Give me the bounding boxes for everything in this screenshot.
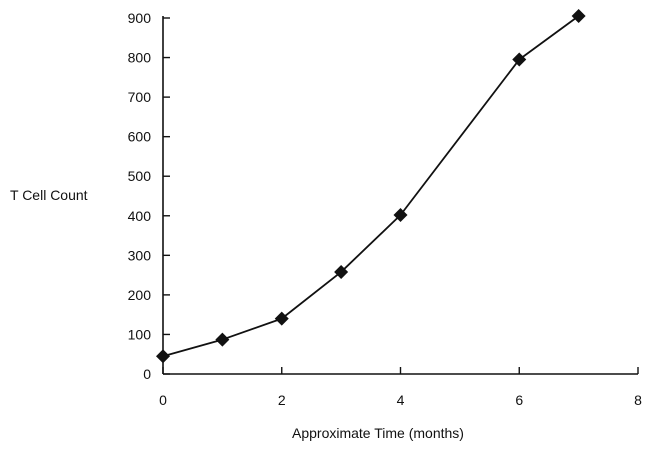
- plot-area: [156, 9, 586, 364]
- x-axis-title: Approximate Time (months): [292, 425, 464, 441]
- y-tick-label: 800: [128, 50, 152, 66]
- x-tick-label: 4: [397, 392, 405, 408]
- data-point-diamond: [215, 332, 230, 347]
- y-tick-label: 900: [128, 10, 152, 26]
- y-axis-ticks: 0 100 200 300 400 500 600 700 800 900: [128, 10, 170, 382]
- x-tick-label: 8: [634, 392, 642, 408]
- y-tick-label: 200: [128, 287, 152, 303]
- y-axis-title: T Cell Count: [10, 187, 88, 203]
- data-point-diamond: [334, 264, 349, 279]
- x-tick-label: 6: [515, 392, 523, 408]
- x-axis-ticks: 0 2 4 6 8: [159, 367, 642, 408]
- y-tick-label: 700: [128, 89, 152, 105]
- y-tick-label: 300: [128, 247, 152, 263]
- x-tick-label: 2: [278, 392, 286, 408]
- data-point-diamond: [393, 207, 408, 222]
- axes: [162, 16, 638, 375]
- series-line: [162, 15, 580, 358]
- data-point-diamond: [156, 349, 170, 364]
- data-point-diamond: [512, 52, 527, 67]
- x-tick-label: 0: [159, 392, 167, 408]
- y-tick-label: 400: [128, 208, 152, 224]
- data-point-diamond: [274, 311, 289, 326]
- data-point-diamond: [571, 9, 586, 24]
- y-tick-label: 500: [128, 168, 152, 184]
- y-tick-label: 600: [128, 129, 152, 145]
- y-tick-label: 100: [128, 326, 152, 342]
- y-tick-label: 0: [143, 366, 151, 382]
